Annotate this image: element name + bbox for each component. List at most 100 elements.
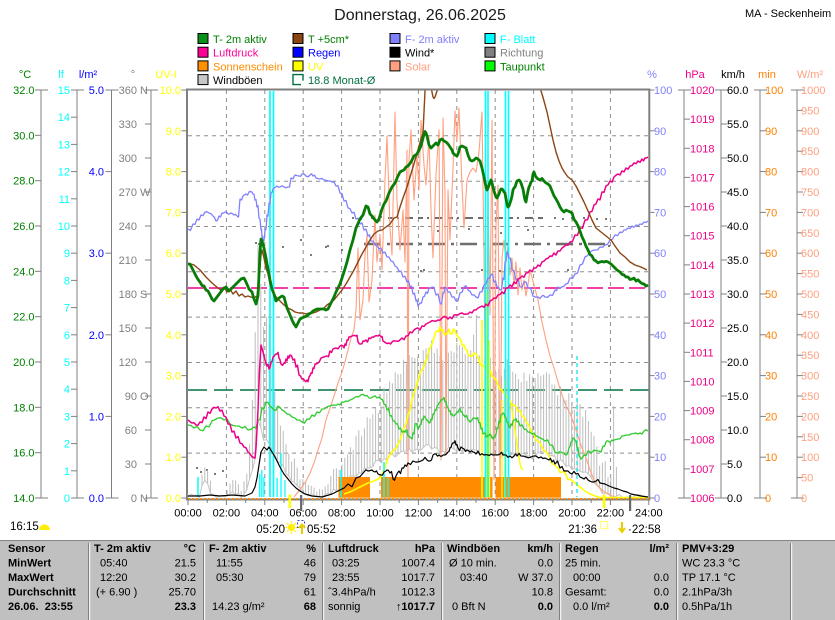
svg-text:km/h: km/h bbox=[527, 543, 553, 555]
svg-text:46: 46 bbox=[304, 558, 316, 570]
svg-text:60: 60 bbox=[765, 248, 777, 260]
svg-text:Luftdruck: Luftdruck bbox=[328, 543, 380, 555]
svg-text:16.0: 16.0 bbox=[13, 448, 34, 460]
svg-text:UV: UV bbox=[308, 61, 324, 73]
svg-text:270: 270 bbox=[119, 187, 137, 199]
svg-text:0.0: 0.0 bbox=[166, 493, 181, 505]
svg-text:3.0: 3.0 bbox=[89, 248, 104, 260]
svg-text:1012.3: 1012.3 bbox=[401, 587, 435, 599]
svg-text:0.5hPa/1h: 0.5hPa/1h bbox=[682, 601, 732, 613]
svg-text:TP 17.1 °C: TP 17.1 °C bbox=[682, 572, 736, 584]
svg-text:20: 20 bbox=[654, 411, 666, 423]
svg-text:F- 2m aktiv: F- 2m aktiv bbox=[209, 543, 267, 555]
svg-text:23.3: 23.3 bbox=[175, 601, 196, 613]
svg-text:08:00: 08:00 bbox=[328, 508, 356, 520]
svg-text:90: 90 bbox=[125, 391, 137, 403]
svg-text:06:00: 06:00 bbox=[289, 508, 317, 520]
svg-text:60.0: 60.0 bbox=[727, 85, 748, 97]
svg-text:Regen: Regen bbox=[308, 48, 340, 60]
svg-text:Sonnenschein: Sonnenschein bbox=[213, 61, 283, 73]
svg-text:1008: 1008 bbox=[690, 435, 714, 447]
svg-text:14.0: 14.0 bbox=[13, 493, 34, 505]
svg-text:W: W bbox=[140, 187, 151, 199]
svg-text:Durchschnitt: Durchschnitt bbox=[8, 587, 76, 599]
svg-text:22.0: 22.0 bbox=[13, 312, 34, 324]
svg-text:1017.7: 1017.7 bbox=[401, 572, 435, 584]
svg-text:40.0: 40.0 bbox=[727, 221, 748, 233]
svg-text:05:30: 05:30 bbox=[216, 572, 244, 584]
svg-text:0.0: 0.0 bbox=[538, 601, 553, 613]
svg-text:300: 300 bbox=[119, 153, 137, 165]
svg-text:50: 50 bbox=[765, 289, 777, 301]
svg-text:650: 650 bbox=[801, 228, 819, 240]
svg-text:1010: 1010 bbox=[690, 376, 714, 388]
svg-text:10: 10 bbox=[58, 221, 70, 233]
svg-text:5.0: 5.0 bbox=[89, 85, 104, 97]
svg-text:250: 250 bbox=[801, 391, 819, 403]
svg-text:28.0: 28.0 bbox=[13, 176, 34, 188]
svg-text:Donnerstag, 26.06.2025: Donnerstag, 26.06.2025 bbox=[334, 7, 506, 24]
svg-text:50: 50 bbox=[654, 289, 666, 301]
svg-text:50: 50 bbox=[801, 473, 813, 485]
svg-text:·22:58: ·22:58 bbox=[628, 524, 661, 536]
svg-text:1012: 1012 bbox=[690, 318, 714, 330]
svg-text:0.0: 0.0 bbox=[538, 558, 553, 570]
svg-text:Windböen: Windböen bbox=[447, 543, 500, 555]
svg-text:03:25: 03:25 bbox=[332, 558, 360, 570]
svg-text:40: 40 bbox=[765, 330, 777, 342]
svg-text:30: 30 bbox=[125, 459, 137, 471]
svg-text:61: 61 bbox=[304, 587, 316, 599]
svg-text:min: min bbox=[758, 69, 776, 81]
svg-text:25.70: 25.70 bbox=[168, 587, 196, 599]
svg-text:0: 0 bbox=[654, 493, 660, 505]
svg-text:60: 60 bbox=[125, 425, 137, 437]
svg-text:03:40: 03:40 bbox=[460, 572, 488, 584]
svg-text:240: 240 bbox=[119, 221, 137, 233]
svg-text:900: 900 bbox=[801, 126, 819, 138]
svg-text:100: 100 bbox=[654, 85, 672, 97]
svg-text:26.06. 23:55: 26.06. 23:55 bbox=[8, 601, 73, 613]
svg-text:100: 100 bbox=[765, 85, 783, 97]
svg-text:120: 120 bbox=[119, 357, 137, 369]
svg-text:1016: 1016 bbox=[690, 202, 714, 214]
svg-text:80: 80 bbox=[765, 167, 777, 179]
svg-text:9: 9 bbox=[64, 248, 70, 260]
svg-text:0.0 l/m²: 0.0 l/m² bbox=[573, 601, 610, 613]
svg-text:10: 10 bbox=[765, 452, 777, 464]
svg-text:45.0: 45.0 bbox=[727, 187, 748, 199]
svg-text:1013: 1013 bbox=[690, 289, 714, 301]
svg-text:10: 10 bbox=[654, 452, 666, 464]
svg-text:16:15: 16:15 bbox=[10, 521, 39, 533]
svg-text:%: % bbox=[647, 69, 657, 81]
svg-text:W 37.0: W 37.0 bbox=[518, 572, 553, 584]
svg-text:3: 3 bbox=[64, 411, 70, 423]
svg-text:%: % bbox=[306, 543, 316, 555]
svg-text:400: 400 bbox=[801, 330, 819, 342]
svg-text:14: 14 bbox=[58, 112, 70, 124]
svg-text:0: 0 bbox=[801, 493, 807, 505]
svg-text:1015: 1015 bbox=[690, 231, 714, 243]
svg-text:10:00: 10:00 bbox=[366, 508, 394, 520]
svg-text:1.0: 1.0 bbox=[166, 452, 181, 464]
svg-text:18:00: 18:00 bbox=[520, 508, 548, 520]
svg-text:180: 180 bbox=[119, 289, 137, 301]
svg-text:1020: 1020 bbox=[690, 85, 714, 97]
svg-text:16:00: 16:00 bbox=[481, 508, 509, 520]
svg-text:800: 800 bbox=[801, 167, 819, 179]
svg-text:Regen: Regen bbox=[565, 543, 599, 555]
svg-text:1006: 1006 bbox=[690, 493, 714, 505]
svg-text:1.0: 1.0 bbox=[89, 411, 104, 423]
svg-text:0.0: 0.0 bbox=[654, 587, 669, 599]
svg-text:10.0: 10.0 bbox=[727, 425, 748, 437]
svg-text:1011: 1011 bbox=[690, 347, 714, 359]
svg-text:350: 350 bbox=[801, 350, 819, 362]
svg-text:N: N bbox=[140, 85, 148, 97]
svg-text:0.0: 0.0 bbox=[654, 572, 669, 584]
svg-text:20.0: 20.0 bbox=[727, 357, 748, 369]
svg-text:5.0: 5.0 bbox=[727, 459, 742, 471]
svg-text:20: 20 bbox=[765, 411, 777, 423]
svg-text:T- 2m aktiv: T- 2m aktiv bbox=[213, 34, 267, 46]
svg-text:30.0: 30.0 bbox=[727, 289, 748, 301]
svg-text:10.0: 10.0 bbox=[160, 85, 181, 97]
svg-text:WC 23.3 °C: WC 23.3 °C bbox=[682, 558, 740, 570]
